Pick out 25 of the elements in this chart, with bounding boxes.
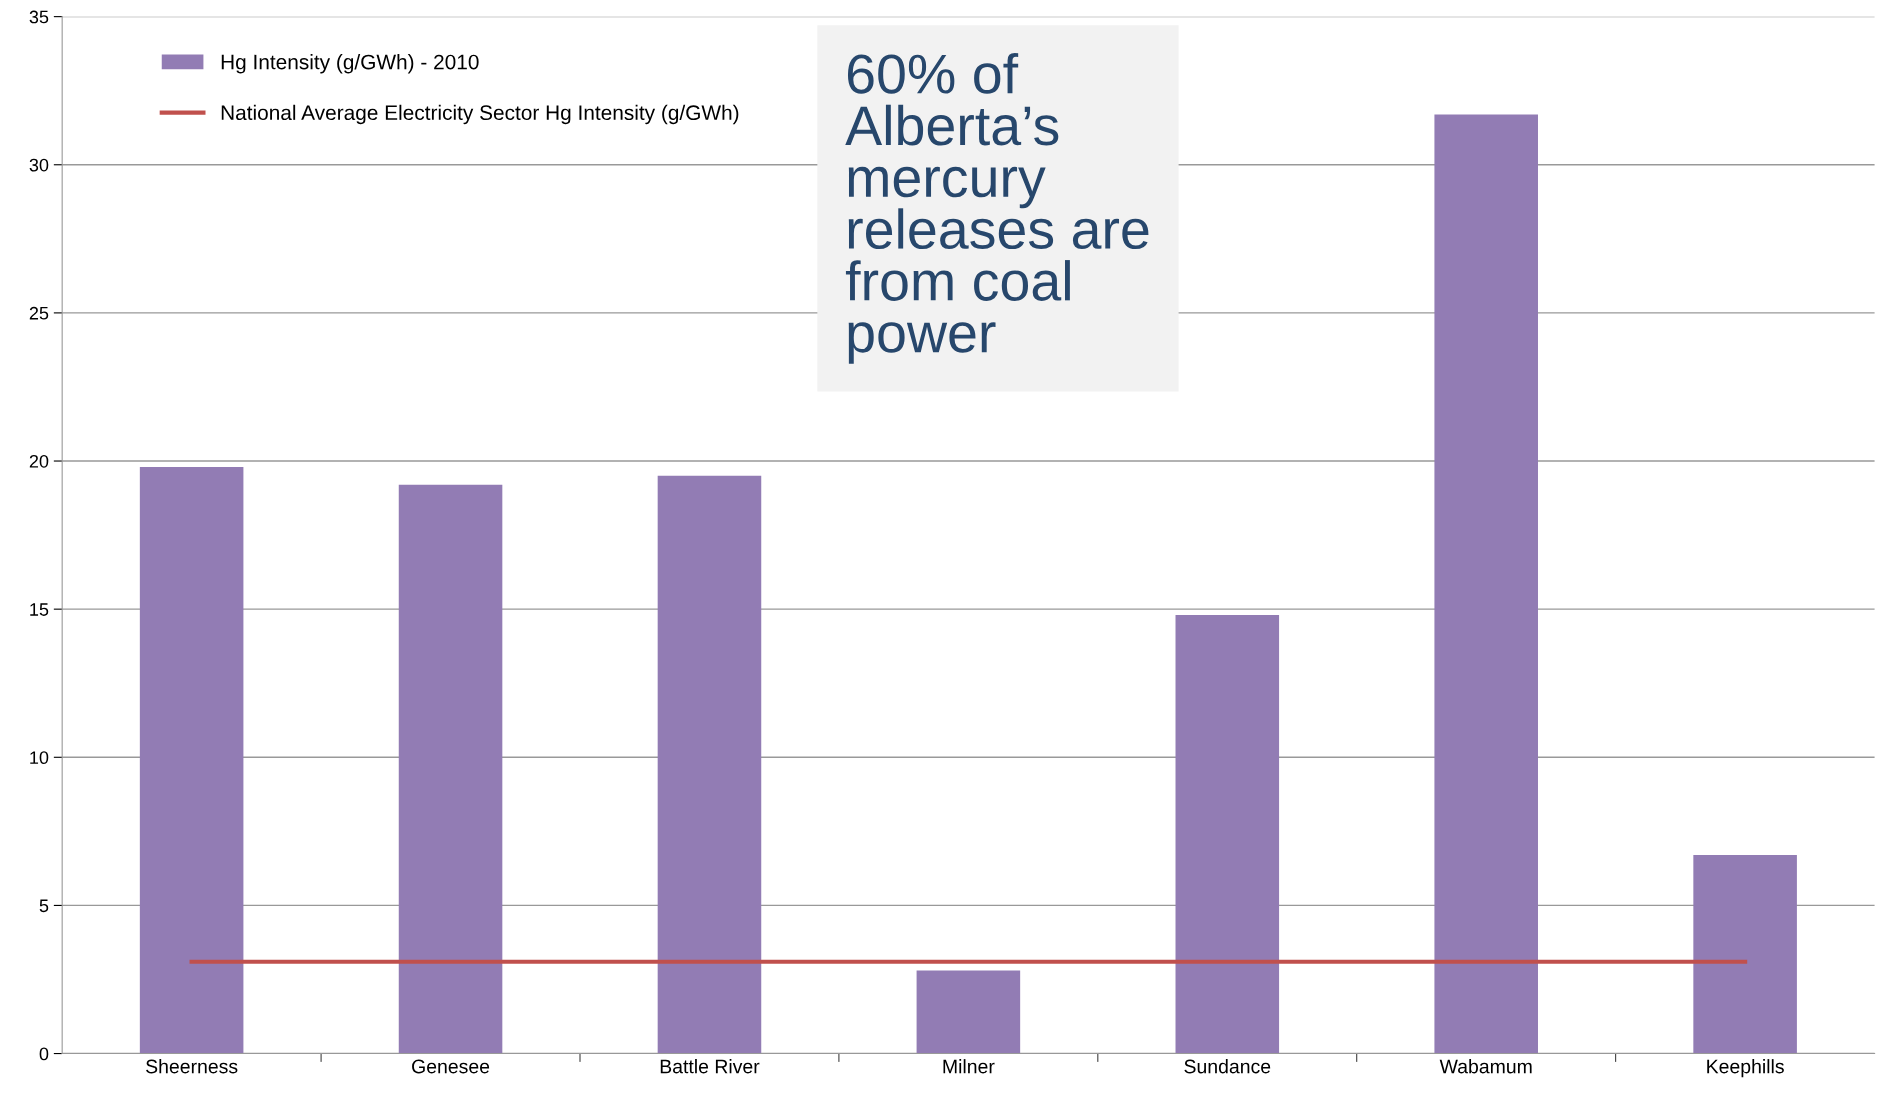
annotation: 60% of Alberta’s mercury releases are from coal power <box>845 52 1149 364</box>
bar <box>1175 615 1280 1054</box>
x-tick-label: Wabamum <box>1439 1059 1532 1074</box>
legend-label: National Average Electricity Sector Hg Intensity (g/GWh) <box>221 104 739 125</box>
x-tick-label: Milner <box>943 1059 995 1074</box>
x-tick-label: Keephills <box>1707 1059 1784 1078</box>
x-tick-label: Sheerness <box>146 1059 238 1074</box>
y-tick-label: 30 <box>29 158 49 172</box>
y-tick-label: 10 <box>30 751 49 765</box>
legend-label: Hg Intensity (g/GWh) - 2010 <box>221 54 479 74</box>
y-tick-label: 35 <box>29 10 49 24</box>
bar <box>1693 855 1797 1054</box>
bar <box>139 466 244 1054</box>
bar <box>1434 114 1538 1054</box>
x-tick-label: Battle River <box>660 1059 760 1074</box>
y-tick-label: 0 <box>39 1047 49 1061</box>
y-tick-label: 20 <box>29 454 49 468</box>
y-tick-label: 15 <box>30 603 49 616</box>
bar <box>398 484 503 1054</box>
bar <box>657 475 762 1054</box>
y-tick-label: 25 <box>29 306 49 320</box>
y-tick-label: 5 <box>39 899 49 913</box>
bar <box>916 970 1021 1054</box>
x-tick-label: Genesee <box>412 1059 490 1074</box>
x-tick-label: Sundance <box>1184 1059 1271 1074</box>
